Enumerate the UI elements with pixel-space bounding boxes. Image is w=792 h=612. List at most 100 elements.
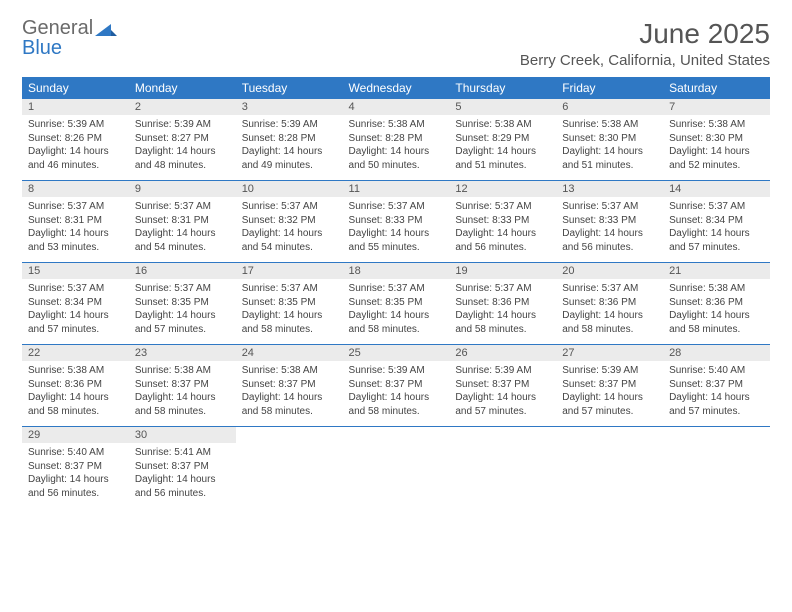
day-number-cell: 4 <box>343 99 450 115</box>
day-details-row: Sunrise: 5:39 AMSunset: 8:26 PMDaylight:… <box>22 115 770 181</box>
day-detail-line: Sunset: 8:37 PM <box>242 378 337 392</box>
day-detail-line: Sunrise: 5:37 AM <box>562 282 657 296</box>
day-detail-line: Sunrise: 5:38 AM <box>562 118 657 132</box>
day-detail-line: and 58 minutes. <box>28 405 123 419</box>
day-detail-line: and 56 minutes. <box>562 241 657 255</box>
day-number-cell: 20 <box>556 263 663 280</box>
day-detail-line: Sunset: 8:36 PM <box>562 296 657 310</box>
day-details-cell: Sunrise: 5:37 AMSunset: 8:33 PMDaylight:… <box>343 197 450 263</box>
month-title: June 2025 <box>520 18 770 50</box>
day-detail-line: Sunrise: 5:39 AM <box>349 364 444 378</box>
day-detail-line: Sunset: 8:37 PM <box>135 378 230 392</box>
day-detail-line: Sunset: 8:30 PM <box>562 132 657 146</box>
day-number-cell: 9 <box>129 181 236 198</box>
day-detail-line: Daylight: 14 hours <box>349 145 444 159</box>
day-details-cell: Sunrise: 5:39 AMSunset: 8:26 PMDaylight:… <box>22 115 129 181</box>
day-details-row: Sunrise: 5:40 AMSunset: 8:37 PMDaylight:… <box>22 443 770 508</box>
day-number-cell: 21 <box>663 263 770 280</box>
day-detail-line: Sunset: 8:33 PM <box>455 214 550 228</box>
day-detail-line: Sunrise: 5:37 AM <box>242 200 337 214</box>
day-number-row: 22232425262728 <box>22 345 770 362</box>
day-detail-line: Sunrise: 5:38 AM <box>455 118 550 132</box>
day-detail-line: and 48 minutes. <box>135 159 230 173</box>
day-detail-line: Sunrise: 5:40 AM <box>28 446 123 460</box>
day-number-cell <box>236 427 343 444</box>
day-detail-line: and 57 minutes. <box>669 405 764 419</box>
day-detail-line: Daylight: 14 hours <box>135 473 230 487</box>
day-detail-line: Sunrise: 5:38 AM <box>135 364 230 378</box>
day-detail-line: and 46 minutes. <box>28 159 123 173</box>
day-details-row: Sunrise: 5:37 AMSunset: 8:34 PMDaylight:… <box>22 279 770 345</box>
day-detail-line: and 57 minutes. <box>669 241 764 255</box>
day-detail-line: Sunrise: 5:38 AM <box>28 364 123 378</box>
day-detail-line: Sunset: 8:37 PM <box>562 378 657 392</box>
day-detail-line: Sunset: 8:37 PM <box>28 460 123 474</box>
day-detail-line: Sunset: 8:34 PM <box>28 296 123 310</box>
day-detail-line: Daylight: 14 hours <box>135 309 230 323</box>
day-detail-line: Daylight: 14 hours <box>28 309 123 323</box>
weekday-header: Sunday <box>22 77 129 99</box>
day-number-cell: 16 <box>129 263 236 280</box>
day-detail-line: Daylight: 14 hours <box>242 227 337 241</box>
day-number-cell: 11 <box>343 181 450 198</box>
day-number-cell: 5 <box>449 99 556 115</box>
day-detail-line: Daylight: 14 hours <box>455 145 550 159</box>
day-detail-line: Daylight: 14 hours <box>562 227 657 241</box>
brand-triangle-icon <box>95 20 117 38</box>
day-number-cell <box>556 427 663 444</box>
day-detail-line: Daylight: 14 hours <box>669 391 764 405</box>
calendar-body: 1234567Sunrise: 5:39 AMSunset: 8:26 PMDa… <box>22 99 770 508</box>
day-number-cell: 14 <box>663 181 770 198</box>
day-detail-line: and 58 minutes. <box>455 323 550 337</box>
day-detail-line: Sunrise: 5:37 AM <box>455 200 550 214</box>
day-number-cell: 26 <box>449 345 556 362</box>
day-detail-line: and 49 minutes. <box>242 159 337 173</box>
day-details-cell: Sunrise: 5:38 AMSunset: 8:37 PMDaylight:… <box>236 361 343 427</box>
brand-logo: General Blue <box>22 18 117 58</box>
day-detail-line: and 51 minutes. <box>455 159 550 173</box>
day-details-cell: Sunrise: 5:37 AMSunset: 8:31 PMDaylight:… <box>22 197 129 263</box>
day-details-cell: Sunrise: 5:39 AMSunset: 8:27 PMDaylight:… <box>129 115 236 181</box>
day-details-cell: Sunrise: 5:37 AMSunset: 8:31 PMDaylight:… <box>129 197 236 263</box>
day-number-cell: 28 <box>663 345 770 362</box>
day-detail-line: Sunset: 8:35 PM <box>242 296 337 310</box>
day-detail-line: Sunset: 8:30 PM <box>669 132 764 146</box>
header: General Blue June 2025 Berry Creek, Cali… <box>22 18 770 69</box>
day-detail-line: Sunrise: 5:39 AM <box>135 118 230 132</box>
day-number-cell: 23 <box>129 345 236 362</box>
day-number-row: 15161718192021 <box>22 263 770 280</box>
day-details-cell <box>663 443 770 508</box>
day-detail-line: and 53 minutes. <box>28 241 123 255</box>
day-details-cell: Sunrise: 5:40 AMSunset: 8:37 PMDaylight:… <box>22 443 129 508</box>
day-detail-line: Sunrise: 5:38 AM <box>669 282 764 296</box>
day-detail-line: Daylight: 14 hours <box>135 227 230 241</box>
day-detail-line: Sunset: 8:33 PM <box>349 214 444 228</box>
day-detail-line: and 57 minutes. <box>455 405 550 419</box>
day-detail-line: Sunset: 8:37 PM <box>349 378 444 392</box>
day-detail-line: Sunset: 8:29 PM <box>455 132 550 146</box>
day-number-cell: 3 <box>236 99 343 115</box>
day-detail-line: Sunset: 8:36 PM <box>455 296 550 310</box>
day-number-cell: 25 <box>343 345 450 362</box>
day-details-cell <box>236 443 343 508</box>
day-detail-line: Daylight: 14 hours <box>669 309 764 323</box>
brand-line1: General <box>22 18 93 38</box>
location-text: Berry Creek, California, United States <box>520 52 770 69</box>
day-details-cell: Sunrise: 5:39 AMSunset: 8:37 PMDaylight:… <box>343 361 450 427</box>
day-detail-line: Sunrise: 5:37 AM <box>669 200 764 214</box>
day-detail-line: and 55 minutes. <box>349 241 444 255</box>
day-details-cell: Sunrise: 5:37 AMSunset: 8:34 PMDaylight:… <box>22 279 129 345</box>
day-number-cell <box>663 427 770 444</box>
day-detail-line: Sunrise: 5:41 AM <box>135 446 230 460</box>
day-detail-line: Sunrise: 5:37 AM <box>135 282 230 296</box>
day-detail-line: Sunrise: 5:39 AM <box>242 118 337 132</box>
day-detail-line: and 58 minutes. <box>349 323 444 337</box>
day-number-cell: 27 <box>556 345 663 362</box>
day-details-cell <box>449 443 556 508</box>
page-container: General Blue June 2025 Berry Creek, Cali… <box>0 0 792 526</box>
day-detail-line: Sunset: 8:37 PM <box>135 460 230 474</box>
day-details-cell: Sunrise: 5:37 AMSunset: 8:35 PMDaylight:… <box>343 279 450 345</box>
brand-line2: Blue <box>22 38 93 58</box>
day-details-cell: Sunrise: 5:37 AMSunset: 8:35 PMDaylight:… <box>129 279 236 345</box>
day-detail-line: Sunrise: 5:39 AM <box>562 364 657 378</box>
